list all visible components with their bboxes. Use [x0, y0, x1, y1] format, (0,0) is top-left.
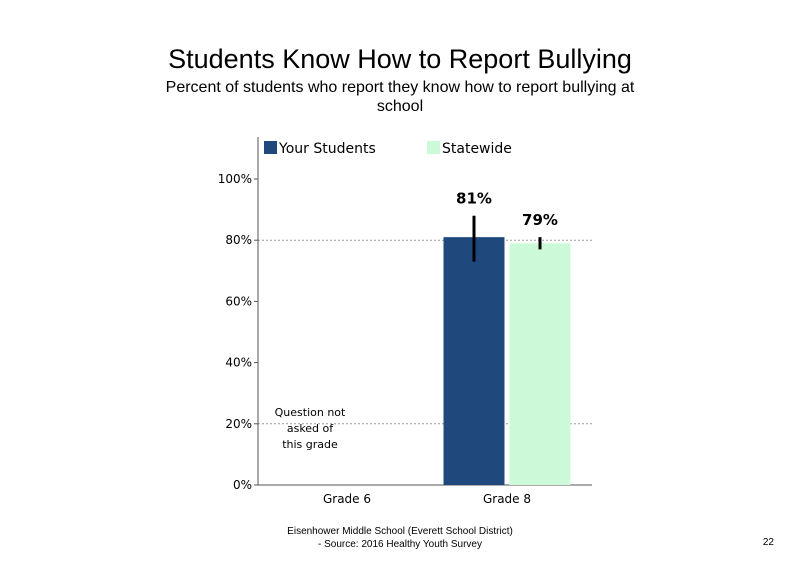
y-tick-label: 100% [218, 172, 252, 186]
no-data-note-line: this grade [282, 438, 338, 451]
legend-label: Statewide [442, 141, 512, 157]
legend-swatch [264, 141, 277, 154]
y-tick-label: 60% [225, 294, 252, 308]
source-footer: Eisenhower Middle School (Everett School… [250, 525, 550, 551]
legend-swatch [427, 141, 440, 154]
footer-line: Eisenhower Middle School (Everett School… [287, 526, 513, 537]
no-data-note-line: asked of [286, 422, 334, 435]
footer-line: - Source: 2016 Healthy Youth Survey [318, 539, 482, 550]
x-tick-label: Grade 6 [323, 492, 371, 506]
y-tick-label: 40% [225, 356, 252, 370]
bar [443, 237, 505, 485]
page-number: 22 [762, 537, 774, 548]
chart-subtitle: Percent of students who report they know… [165, 79, 635, 115]
y-tick-label: 0% [233, 478, 252, 492]
no-data-note-line: Question not [274, 406, 346, 419]
data-label: 81% [456, 190, 492, 208]
no-data-note: Question not asked of this grade [268, 405, 352, 453]
data-label: 79% [522, 211, 558, 229]
y-tick-label: 20% [225, 417, 252, 431]
chart-title: Students Know How to Report Bullying [168, 44, 632, 74]
bar [509, 243, 571, 485]
y-tick-label: 80% [225, 233, 252, 247]
legend-label: Your Students [278, 141, 376, 157]
x-tick-label: Grade 8 [483, 492, 531, 506]
